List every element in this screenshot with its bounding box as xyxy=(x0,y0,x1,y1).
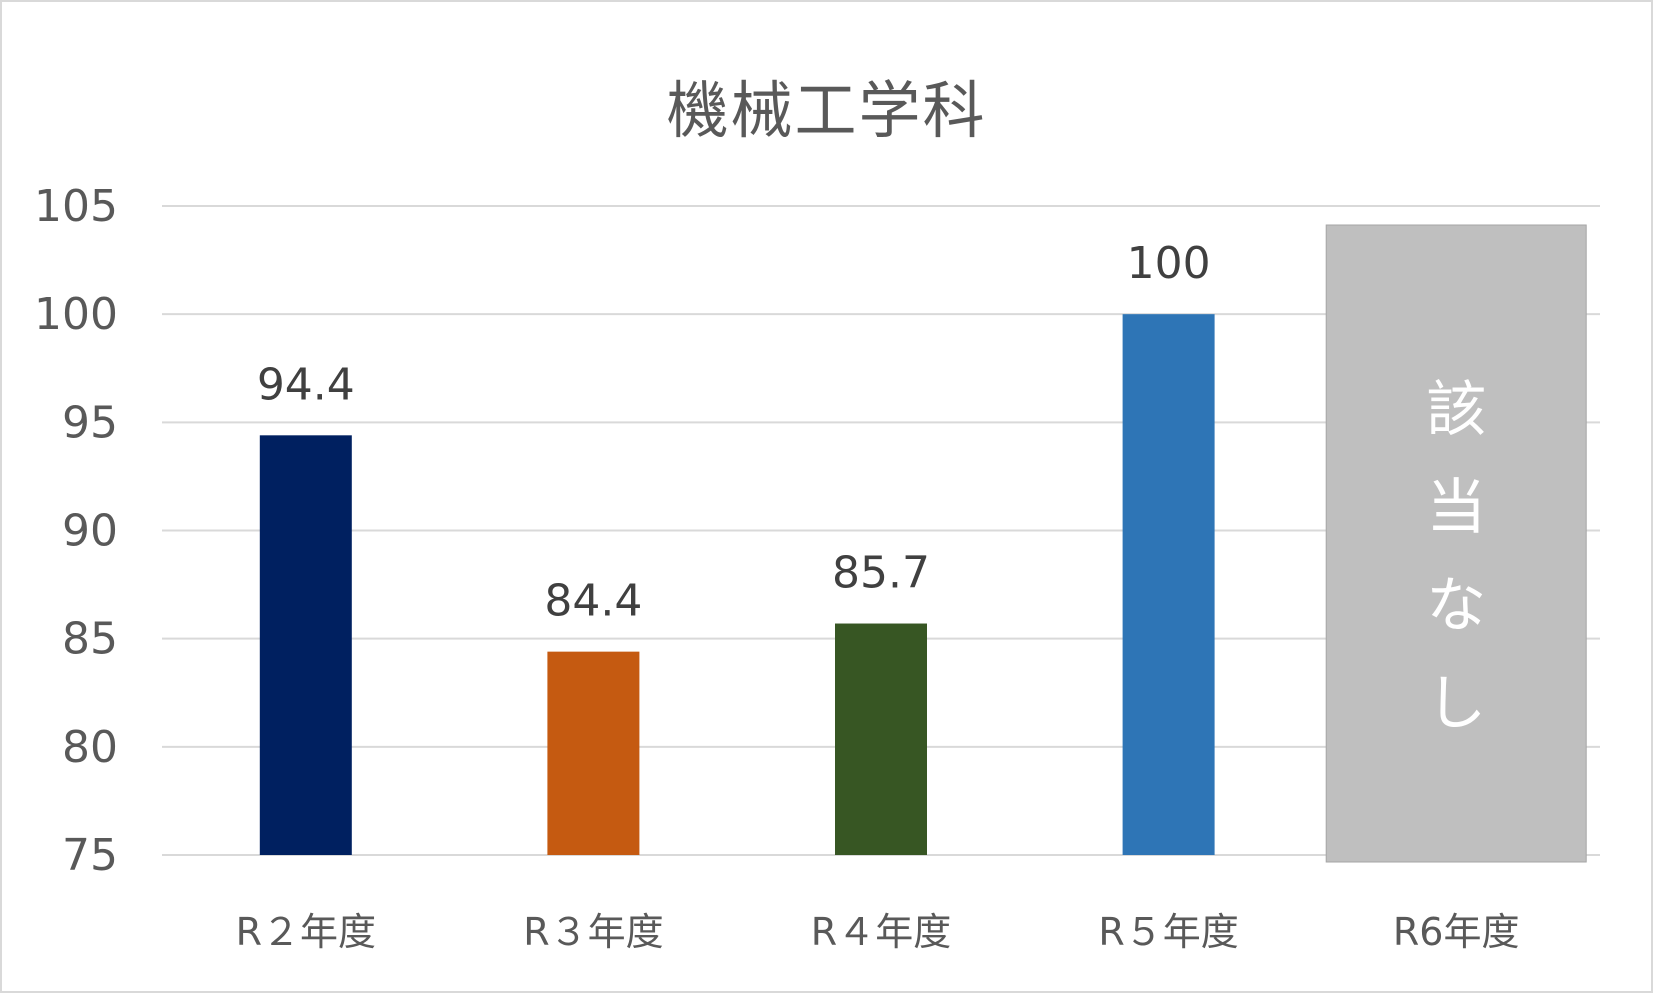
data-label: 84.4 xyxy=(544,576,642,627)
bar xyxy=(259,435,352,855)
x-tick-label: R４年度 xyxy=(811,910,951,954)
bar xyxy=(547,651,640,855)
not-applicable-label: し xyxy=(1426,669,1486,739)
y-tick-label: 90 xyxy=(62,506,118,557)
x-tick-label: R３年度 xyxy=(523,910,663,954)
x-tick-label: R５年度 xyxy=(1098,910,1238,954)
y-tick-label: 100 xyxy=(34,289,118,340)
not-applicable-label: な xyxy=(1426,571,1486,641)
y-tick-label: 80 xyxy=(62,722,118,773)
data-label: 85.7 xyxy=(832,548,930,599)
y-tick-label: 95 xyxy=(62,397,118,448)
y-tick-label: 85 xyxy=(62,614,118,665)
data-label: 100 xyxy=(1127,238,1211,289)
x-tick-label: R２年度 xyxy=(236,910,376,954)
data-label: 94.4 xyxy=(257,359,355,410)
not-applicable-label: 当 xyxy=(1426,473,1486,543)
bar xyxy=(835,623,927,855)
not-applicable-box xyxy=(1325,224,1587,863)
y-tick-label: 105 xyxy=(34,181,118,232)
bar xyxy=(1122,314,1215,856)
x-tick-label: R6年度 xyxy=(1393,910,1520,954)
y-tick-label: 75 xyxy=(62,830,118,881)
chart-title: 機械工学科 xyxy=(666,74,987,147)
not-applicable-label: 該 xyxy=(1426,375,1486,445)
